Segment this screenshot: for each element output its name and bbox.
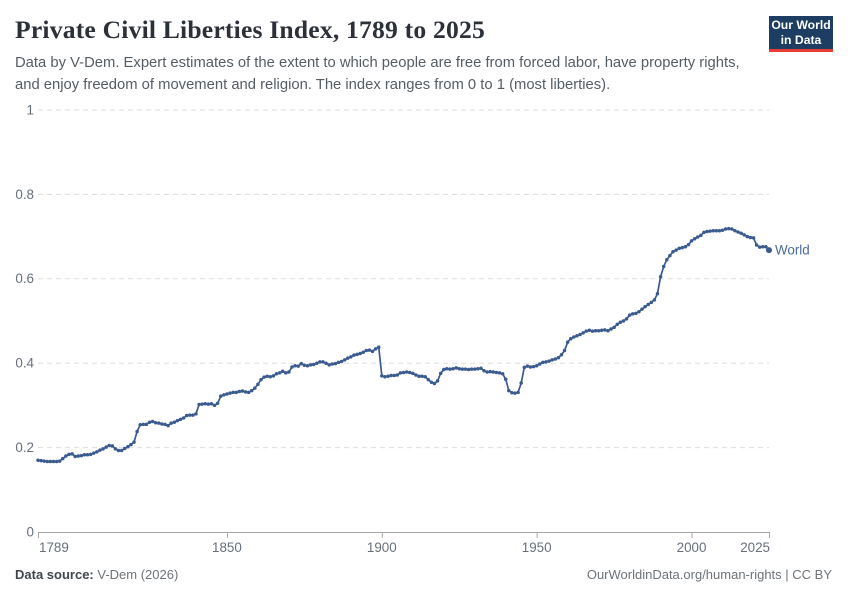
data-source-label: Data source: — [15, 567, 94, 582]
x-tick-label: 1950 — [522, 540, 552, 555]
x-tick-label: 1850 — [212, 540, 242, 555]
y-tick-label: 1 — [27, 102, 34, 117]
series-end-marker — [766, 247, 772, 254]
y-tick-label: 0.2 — [15, 440, 34, 455]
series-line-world[interactable] — [37, 227, 770, 463]
series-markers — [36, 226, 771, 464]
chart-title: Private Civil Liberties Index, 1789 to 2… — [15, 15, 485, 44]
footer-citation-link[interactable]: OurWorldinData.org/human-rights | CC BY — [586, 567, 832, 582]
series-label-world[interactable]: World — [775, 243, 810, 258]
data-source-note: Data source: V-Dem (2026) — [15, 567, 178, 582]
y-tick-label: 0.8 — [15, 187, 34, 202]
y-tick-label: 0 — [27, 524, 34, 539]
x-tick-label: 1900 — [367, 540, 397, 555]
owid-logo[interactable]: Our World in Data — [769, 16, 833, 52]
owid-logo-line2: in Data — [780, 32, 822, 47]
data-source-value: V-Dem (2026) — [93, 567, 179, 582]
x-tick-label: 2025 — [740, 540, 770, 555]
y-tick-label: 0.4 — [15, 356, 34, 371]
y-tick-label: 0.6 — [15, 271, 34, 286]
owid-logo-line1: Our World — [771, 18, 831, 32]
x-tick-label: 2000 — [677, 540, 707, 555]
chart-subtitle: Data by V-Dem. Expert estimates of the e… — [15, 55, 740, 93]
x-tick-label: 1789 — [39, 540, 69, 555]
